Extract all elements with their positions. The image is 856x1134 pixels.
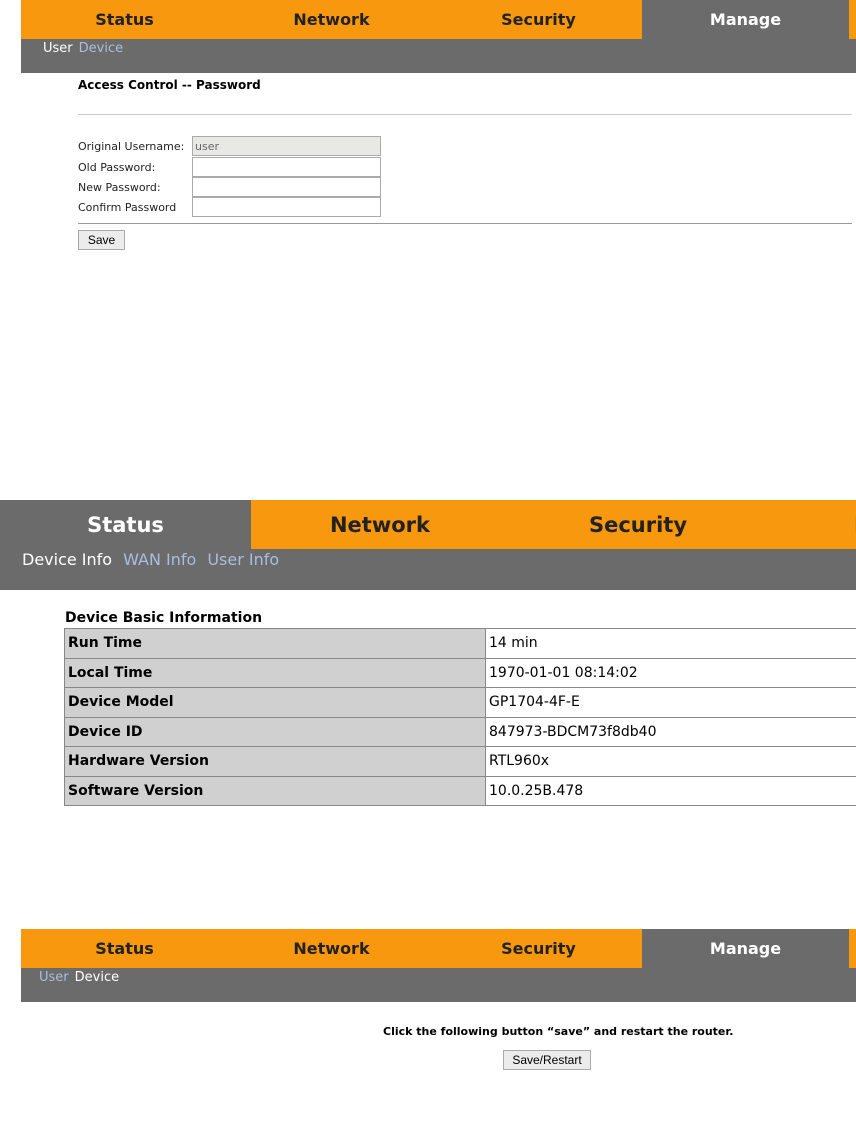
row-value: 10.0.25B.478 bbox=[485, 775, 856, 806]
table-row: Software Version 10.0.25B.478 bbox=[64, 775, 856, 806]
device-restart-panel: Status Network Security Manage User Devi… bbox=[0, 929, 856, 1089]
tab-status[interactable]: Status bbox=[0, 500, 251, 549]
table-row: Run Time 14 min bbox=[64, 628, 856, 659]
original-username-row: Original Username: bbox=[78, 136, 381, 156]
tab-security[interactable]: Security bbox=[501, 939, 576, 958]
original-username-field[interactable] bbox=[192, 136, 381, 156]
row-label: Local Time bbox=[64, 657, 486, 688]
tab-manage[interactable]: Manage bbox=[642, 929, 849, 968]
main-nav: Status Network Security Manage User Devi… bbox=[21, 0, 856, 73]
confirm-password-label: Confirm Password bbox=[78, 200, 177, 214]
old-password-field[interactable] bbox=[192, 157, 381, 177]
submenu-user[interactable]: User bbox=[43, 41, 73, 56]
submenu-wan-info[interactable]: WAN Info bbox=[123, 550, 197, 569]
row-value: 847973-BDCM73f8db40 bbox=[485, 716, 856, 747]
tab-status[interactable]: Status bbox=[95, 939, 154, 958]
submenu-device-info[interactable]: Device Info bbox=[22, 550, 113, 569]
row-value: 1970-01-01 08:14:02 bbox=[485, 657, 856, 688]
main-nav: Status Network Security Manage User Devi… bbox=[21, 929, 856, 1002]
main-nav: Status Network Security Manage Device In… bbox=[0, 500, 856, 590]
tab-manage[interactable]: Manage bbox=[642, 0, 849, 39]
row-label: Hardware Version bbox=[64, 746, 486, 777]
row-label: Device Model bbox=[64, 687, 486, 718]
divider bbox=[78, 114, 852, 115]
tab-network[interactable]: Network bbox=[293, 10, 370, 29]
row-label: Run Time bbox=[64, 628, 486, 659]
password-panel: Status Network Security Manage User Devi… bbox=[0, 0, 856, 260]
submenu-user-info[interactable]: User Info bbox=[207, 550, 280, 569]
tab-status[interactable]: Status bbox=[95, 10, 154, 29]
table-row: Device ID 847973-BDCM73f8db40 bbox=[64, 716, 856, 747]
table-row: Device Model GP1704-4F-E bbox=[64, 687, 856, 718]
save-button[interactable]: Save bbox=[78, 230, 125, 250]
tab-network[interactable]: Network bbox=[293, 939, 370, 958]
submenu-device[interactable]: Device bbox=[78, 41, 124, 56]
device-info-panel: Status Network Security Manage Device In… bbox=[0, 500, 856, 810]
section-title: Device Basic Information bbox=[65, 610, 263, 626]
new-password-label: New Password: bbox=[78, 180, 161, 194]
new-password-row: New Password: bbox=[78, 177, 381, 197]
row-value: RTL960x bbox=[485, 746, 856, 777]
restart-instruction: Click the following button “save” and re… bbox=[383, 1025, 734, 1038]
row-value: GP1704-4F-E bbox=[485, 687, 856, 718]
old-password-label: Old Password: bbox=[78, 160, 156, 174]
submenu-device[interactable]: Device bbox=[74, 970, 120, 985]
tab-security[interactable]: Security bbox=[588, 512, 688, 537]
row-label: Device ID bbox=[64, 716, 486, 747]
tab-network[interactable]: Network bbox=[329, 512, 430, 537]
save-restart-button[interactable]: Save/Restart bbox=[503, 1050, 591, 1070]
page-title: Access Control -- Password bbox=[78, 78, 261, 92]
table-row: Local Time 1970-01-01 08:14:02 bbox=[64, 657, 856, 688]
tab-manage[interactable]: Manage bbox=[767, 500, 856, 549]
row-label: Software Version bbox=[64, 775, 486, 806]
row-value: 14 min bbox=[485, 628, 856, 659]
device-info-table: Run Time 14 min Local Time 1970-01-01 08:1… bbox=[64, 628, 856, 806]
tab-security[interactable]: Security bbox=[501, 10, 576, 29]
new-password-field[interactable] bbox=[192, 177, 381, 197]
old-password-row: Old Password: bbox=[78, 157, 381, 177]
submenu-user[interactable]: User bbox=[39, 970, 69, 985]
table-row: Hardware Version RTL960x bbox=[64, 746, 856, 777]
original-username-label: Original Username: bbox=[78, 139, 185, 153]
confirm-password-field[interactable] bbox=[192, 197, 381, 217]
divider bbox=[78, 223, 852, 224]
confirm-password-row: Confirm Password bbox=[78, 197, 381, 217]
